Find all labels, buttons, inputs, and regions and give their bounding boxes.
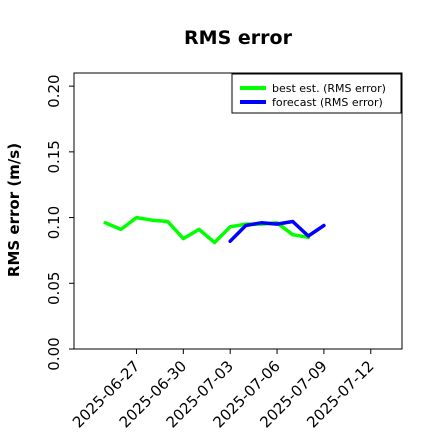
y-tick-label: 0.15 bbox=[45, 140, 63, 173]
y-tick-label: 0.00 bbox=[45, 337, 63, 370]
series-line-1 bbox=[228, 219, 326, 243]
chart-title: RMS error bbox=[184, 27, 293, 49]
series-lines bbox=[103, 215, 326, 245]
plot-area-frame bbox=[73, 72, 403, 350]
x-ticks: 2025-06-272025-06-302025-07-032025-07-06… bbox=[69, 349, 378, 431]
legend-label-1: forecast (RMS error) bbox=[272, 96, 383, 109]
legend-label-0: best est. (RMS error) bbox=[272, 82, 386, 95]
y-tick-label: 0.05 bbox=[45, 272, 63, 305]
y-tick-label: 0.20 bbox=[45, 74, 63, 107]
legend: best est. (RMS error)forecast (RMS error… bbox=[231, 73, 402, 114]
y-axis-label: RMS error (m/s) bbox=[5, 143, 23, 277]
series-line-0 bbox=[103, 215, 311, 245]
y-ticks: 0.00 0.05 0.10 0.15 0.20 bbox=[45, 74, 74, 371]
legend-box bbox=[231, 73, 402, 114]
y-tick-label: 0.10 bbox=[45, 206, 63, 239]
